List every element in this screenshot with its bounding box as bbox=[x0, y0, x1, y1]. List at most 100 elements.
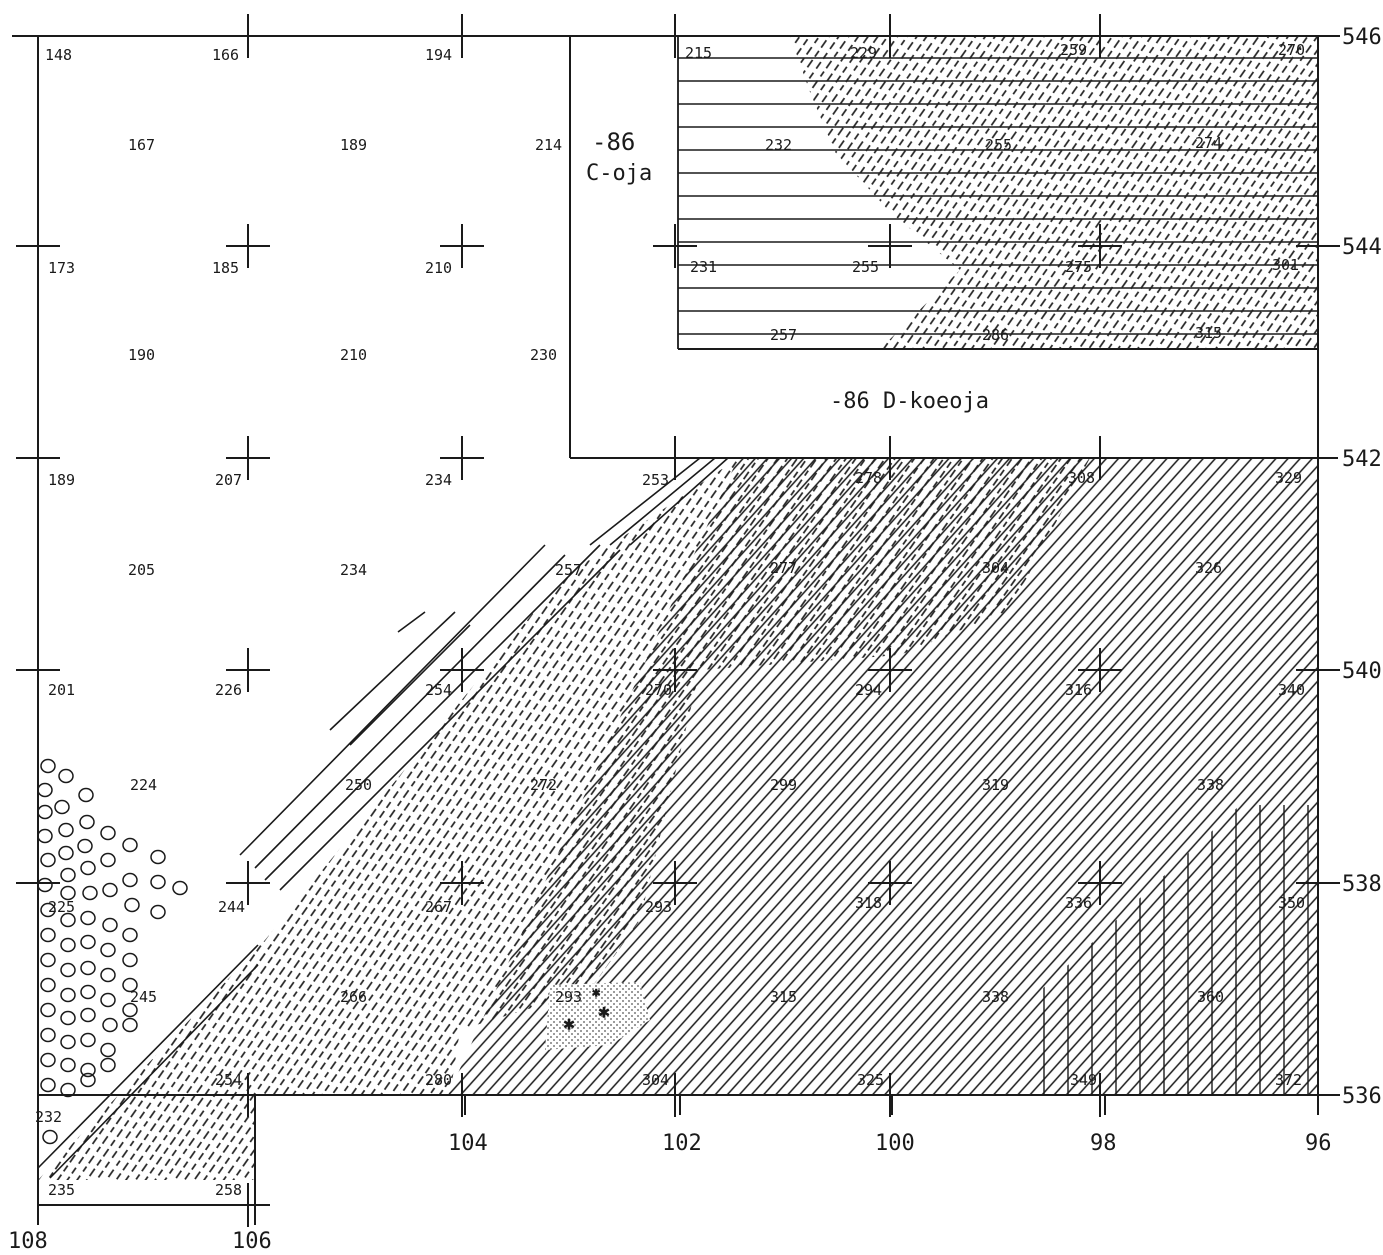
value-label: 207 bbox=[215, 471, 242, 489]
value-label: 210 bbox=[340, 346, 367, 364]
y-axis-label: 544 bbox=[1342, 235, 1382, 260]
circle-symbol bbox=[150, 904, 166, 920]
parallel-band-lines bbox=[37, 457, 729, 1179]
circle-symbol bbox=[82, 885, 98, 901]
circle-symbol bbox=[122, 1002, 138, 1018]
value-label: 235 bbox=[48, 1181, 75, 1199]
value-label: 336 bbox=[1065, 894, 1092, 912]
value-label: 274 bbox=[1195, 134, 1222, 152]
value-label: 231 bbox=[690, 258, 717, 276]
circle-symbol bbox=[80, 984, 96, 1000]
circle-symbol bbox=[80, 1072, 96, 1088]
value-label: 194 bbox=[425, 46, 452, 64]
value-label: 338 bbox=[1197, 776, 1224, 794]
circle-symbol bbox=[37, 877, 53, 893]
y-axis-label: 538 bbox=[1342, 872, 1382, 897]
circle-symbol bbox=[37, 782, 53, 798]
value-label: 372 bbox=[1275, 1071, 1302, 1089]
value-label: 316 bbox=[1065, 681, 1092, 699]
circle-symbol bbox=[150, 874, 166, 890]
circle-symbol bbox=[37, 828, 53, 844]
dashed-zone-upper bbox=[790, 36, 1318, 349]
x-axis-label: 100 bbox=[875, 1131, 915, 1156]
circle-symbol bbox=[100, 992, 116, 1008]
circle-symbol bbox=[60, 867, 76, 883]
circle-symbol bbox=[37, 804, 53, 820]
circle-symbol bbox=[80, 910, 96, 926]
circle-symbol bbox=[150, 849, 166, 865]
value-label: 277 bbox=[770, 559, 797, 577]
circle-symbol bbox=[60, 1034, 76, 1050]
value-label: 294 bbox=[855, 681, 882, 699]
circle-symbol bbox=[100, 1042, 116, 1058]
circle-symbol bbox=[60, 962, 76, 978]
circle-symbol bbox=[100, 852, 116, 868]
value-label: 226 bbox=[215, 681, 242, 699]
value-label: 210 bbox=[425, 259, 452, 277]
value-label: 272 bbox=[530, 776, 557, 794]
value-label: 229 bbox=[850, 44, 877, 62]
x-axis-label: 102 bbox=[662, 1131, 702, 1156]
value-label: 253 bbox=[642, 471, 669, 489]
value-label: 230 bbox=[530, 346, 557, 364]
value-label: 225 bbox=[48, 898, 75, 916]
value-label: 232 bbox=[765, 136, 792, 154]
circle-symbol bbox=[54, 799, 70, 815]
value-label: 350 bbox=[1278, 894, 1305, 912]
x-axis-labels: 108 106 104 102 100 98 96 bbox=[8, 1131, 1332, 1254]
circle-symbol bbox=[60, 937, 76, 953]
circle-symbol bbox=[40, 1002, 56, 1018]
circle-symbol bbox=[80, 1062, 96, 1078]
value-label: 270 bbox=[645, 681, 672, 699]
circle-symbol bbox=[60, 912, 76, 928]
x-axis-label: 106 bbox=[232, 1229, 272, 1254]
circle-symbol bbox=[77, 838, 93, 854]
x-axis-label: 104 bbox=[448, 1131, 488, 1156]
circle-symbol bbox=[102, 917, 118, 933]
circle-symbol bbox=[122, 977, 138, 993]
circle-symbol-zone bbox=[37, 758, 188, 1145]
circle-symbol bbox=[40, 758, 56, 774]
circle-symbol bbox=[60, 1010, 76, 1026]
circle-symbol bbox=[100, 967, 116, 983]
value-label: 189 bbox=[340, 136, 367, 154]
circle-symbol bbox=[58, 845, 74, 861]
value-label: 255 bbox=[985, 136, 1012, 154]
value-label: 205 bbox=[128, 561, 155, 579]
value-label: 258 bbox=[215, 1181, 242, 1199]
circle-symbol bbox=[124, 897, 140, 913]
value-label: 166 bbox=[212, 46, 239, 64]
circle-symbol bbox=[80, 860, 96, 876]
value-label: 319 bbox=[982, 776, 1009, 794]
value-label: 244 bbox=[218, 898, 245, 916]
value-label: 259 bbox=[1060, 41, 1087, 59]
x-axis-label: 98 bbox=[1090, 1131, 1117, 1156]
value-label: 234 bbox=[340, 561, 367, 579]
value-label: 315 bbox=[770, 988, 797, 1006]
y-axis-label: 542 bbox=[1342, 447, 1382, 472]
star-marker: * bbox=[598, 1004, 610, 1028]
circle-symbol bbox=[80, 960, 96, 976]
survey-hatching bbox=[38, 458, 1318, 1180]
value-label: 250 bbox=[345, 776, 372, 794]
vertical-hatch-zone bbox=[1025, 805, 1318, 1095]
star-marker: * bbox=[592, 988, 600, 1004]
circle-symbol bbox=[122, 837, 138, 853]
star-markers: * * * bbox=[562, 987, 611, 1041]
grid-crosses bbox=[16, 14, 1340, 1227]
axis-ticks bbox=[37, 35, 1338, 1225]
circle-symbol bbox=[60, 885, 76, 901]
y-axis-label: 540 bbox=[1342, 659, 1382, 684]
value-label: 254 bbox=[215, 1071, 242, 1089]
circle-symbol bbox=[122, 1017, 138, 1033]
value-label: 234 bbox=[425, 471, 452, 489]
value-label: 224 bbox=[130, 776, 157, 794]
circle-symbol bbox=[100, 942, 116, 958]
x-axis-label: 108 bbox=[8, 1229, 48, 1254]
circle-symbol bbox=[58, 822, 74, 838]
circle-symbol bbox=[40, 927, 56, 943]
value-label: 349 bbox=[1070, 1071, 1097, 1089]
circle-symbol bbox=[40, 952, 56, 968]
circle-symbol bbox=[40, 852, 56, 868]
